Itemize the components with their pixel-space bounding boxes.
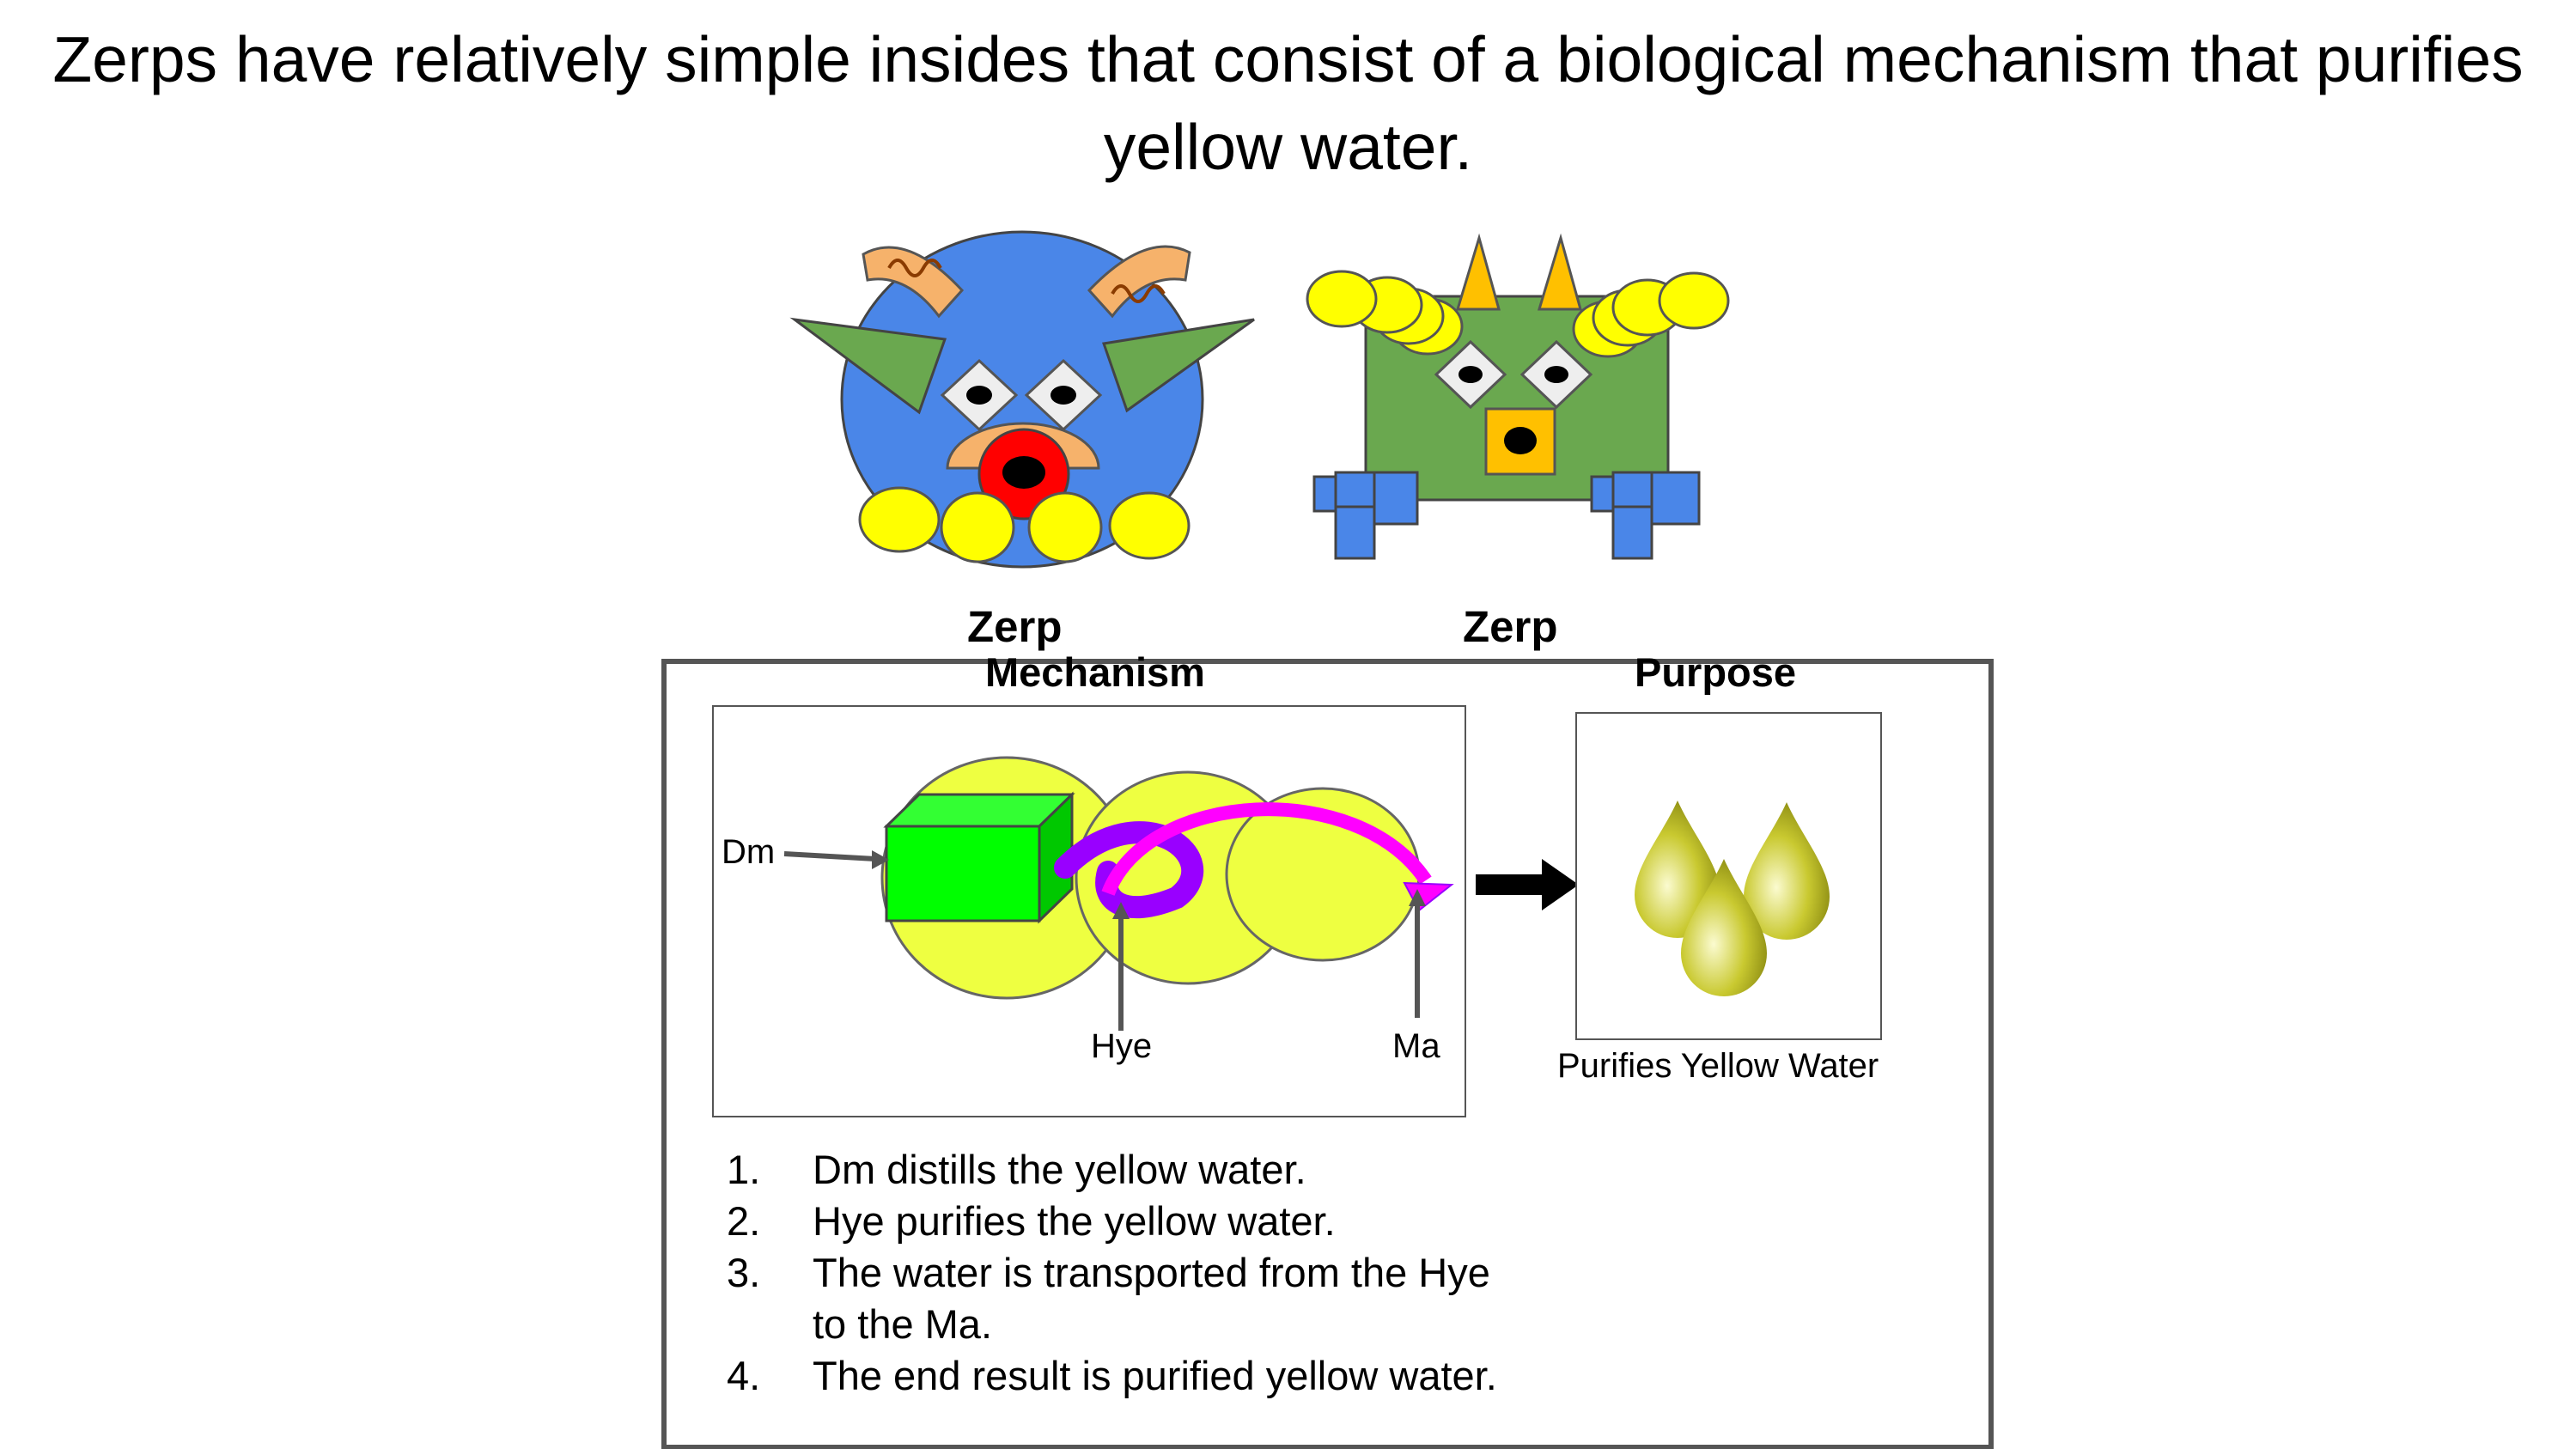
ear-left bbox=[789, 317, 947, 415]
droplet-icon bbox=[1635, 801, 1720, 938]
dm-cube bbox=[883, 791, 1075, 924]
page-heading: Zerps have relatively simple insides tha… bbox=[52, 23, 2524, 183]
zerp-creature-green bbox=[1306, 233, 1730, 560]
mechanism-heading: Mechanism bbox=[985, 649, 1205, 695]
zerp-creature-blue bbox=[789, 230, 1255, 569]
ear-right bbox=[1101, 318, 1255, 413]
step-item: 2. Hye purifies the yellow water. bbox=[727, 1198, 1336, 1244]
purpose-diagram bbox=[1575, 712, 1882, 1040]
horn-left bbox=[862, 246, 965, 319]
mechanism-diagram bbox=[712, 705, 1466, 1117]
step-item: 4. The end result is purified yellow wate… bbox=[727, 1353, 1497, 1398]
purpose-caption: Purifies Yellow Water bbox=[1557, 1047, 1879, 1085]
steps-list: 1. Dm distills the yellow water. 2. Hye pu… bbox=[727, 1144, 1500, 1402]
label-hye: Hye bbox=[1091, 1027, 1153, 1065]
label-ma: Ma bbox=[1392, 1027, 1440, 1065]
step-item: 1. Dm distills the yellow water. bbox=[727, 1147, 1306, 1192]
outer-frame bbox=[661, 659, 1994, 1449]
transport-arrow bbox=[1101, 802, 1432, 897]
step-item: 3. The water is transported from the Hye … bbox=[727, 1250, 1490, 1347]
label-dm: Dm bbox=[722, 833, 776, 871]
droplet-icon bbox=[1681, 859, 1767, 996]
creature-caption-green: Zerp bbox=[1463, 602, 1558, 651]
purpose-heading: Purpose bbox=[1635, 649, 1797, 695]
creature-caption-blue: Zerp bbox=[967, 602, 1063, 651]
flow-arrow-icon bbox=[1476, 859, 1579, 910]
droplet-icon bbox=[1744, 802, 1830, 940]
horn-right bbox=[1087, 245, 1191, 319]
hye-swirl bbox=[1054, 821, 1204, 919]
